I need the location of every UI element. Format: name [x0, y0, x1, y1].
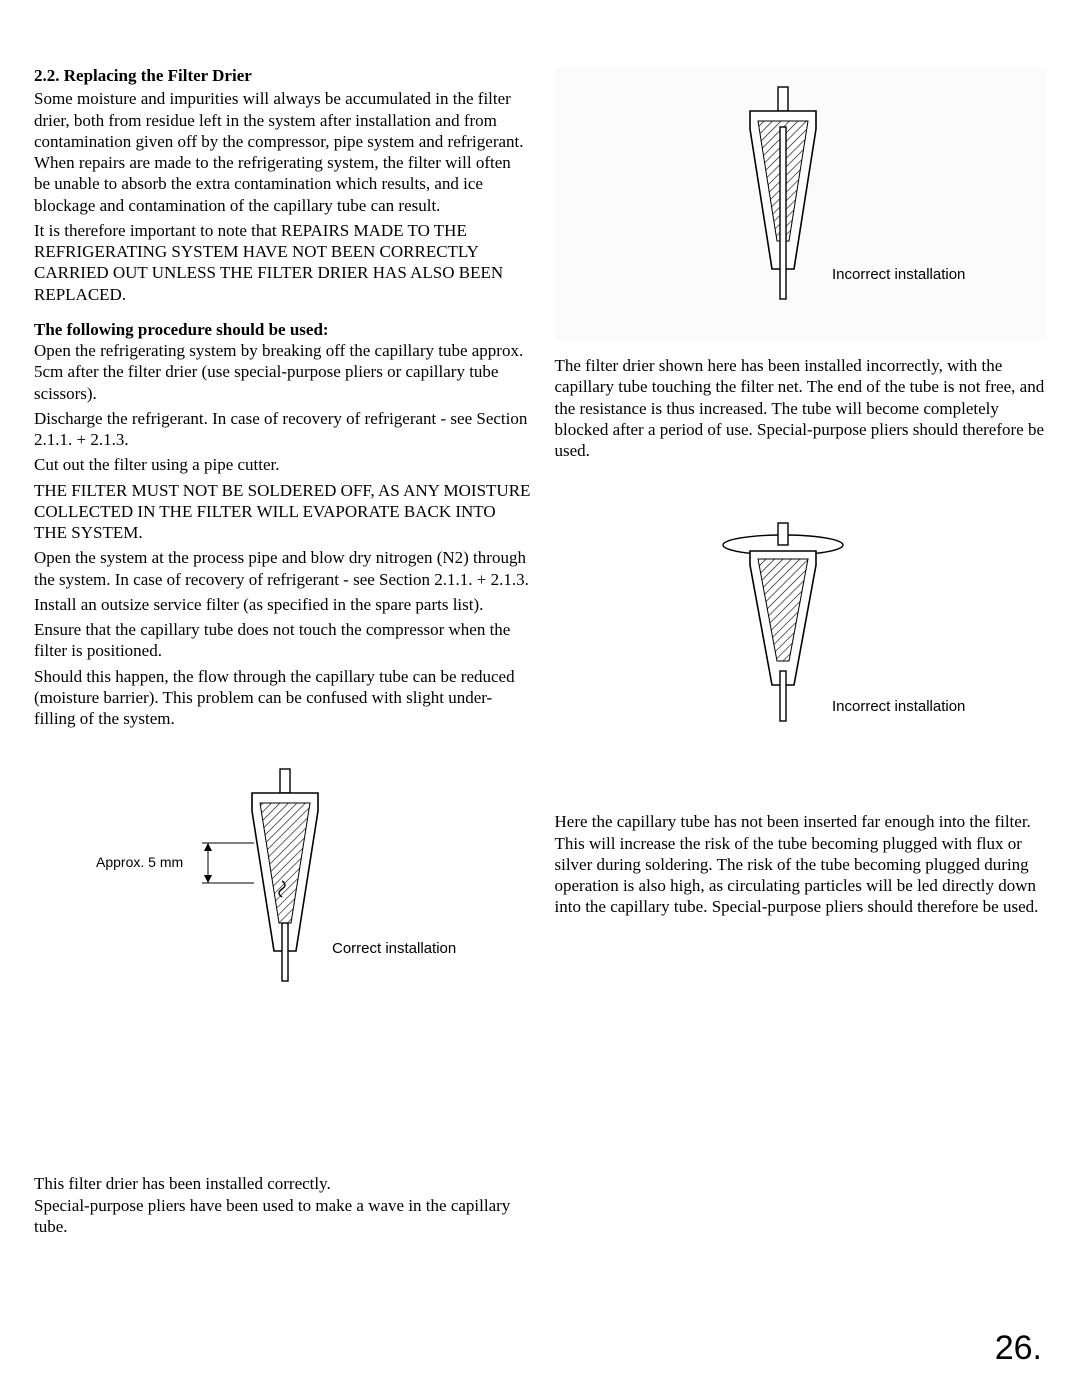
- section-title: 2.2. Replacing the Filter Drier: [34, 65, 531, 86]
- step-4: THE FILTER MUST NOT BE SOLDERED OFF, AS …: [34, 480, 531, 544]
- incorrect-install-2-label: Incorrect installation: [832, 698, 965, 715]
- step-1: Open the refrigerating system by breakin…: [34, 340, 531, 404]
- procedure-heading: The following procedure should be used:: [34, 319, 531, 340]
- caption-correct: This filter drier has been installed cor…: [34, 1173, 531, 1237]
- intro-para-1: Some moisture and impurities will always…: [34, 88, 531, 216]
- step-6: Install an outsize service filter (as sp…: [34, 594, 531, 615]
- caption-correct-line2: Special-purpose pliers have been used to…: [34, 1195, 531, 1238]
- step-5: Open the system at the process pipe and …: [34, 547, 531, 590]
- caption-correct-line1: This filter drier has been installed cor…: [34, 1173, 531, 1194]
- caption-incorrect-2: Here the capillary tube has not been ins…: [555, 811, 1047, 917]
- step-2: Discharge the refrigerant. In case of re…: [34, 408, 531, 451]
- correct-install-diagram: Approx. 5 mm Correct installation: [82, 763, 482, 993]
- incorrect-install-2-diagram: Incorrect installation: [600, 521, 1000, 731]
- incorrect-install-1-label: Incorrect installation: [832, 266, 965, 283]
- page-number: 26.: [995, 1327, 1042, 1370]
- figure-incorrect-2: Incorrect installation: [555, 521, 1047, 731]
- intro-para-2: It is therefore important to note that R…: [34, 220, 531, 305]
- incorrect-install-1-diagram: Incorrect installation: [600, 81, 1000, 311]
- caption-incorrect-1: The filter drier shown here has been ins…: [555, 355, 1047, 461]
- figure-correct-install: Approx. 5 mm Correct installation: [34, 763, 531, 993]
- step-7: Ensure that the capillary tube does not …: [34, 619, 531, 662]
- step-3: Cut out the filter using a pipe cutter.: [34, 454, 531, 475]
- right-column: Incorrect installation The filter drier …: [555, 67, 1047, 1237]
- figure-incorrect-1: Incorrect installation: [555, 67, 1047, 341]
- left-column: 2.2. Replacing the Filter Drier Some moi…: [34, 65, 531, 1237]
- step-8: Should this happen, the flow through the…: [34, 666, 531, 730]
- correct-install-label: Correct installation: [332, 940, 456, 957]
- approx-5mm-label: Approx. 5 mm: [96, 854, 183, 870]
